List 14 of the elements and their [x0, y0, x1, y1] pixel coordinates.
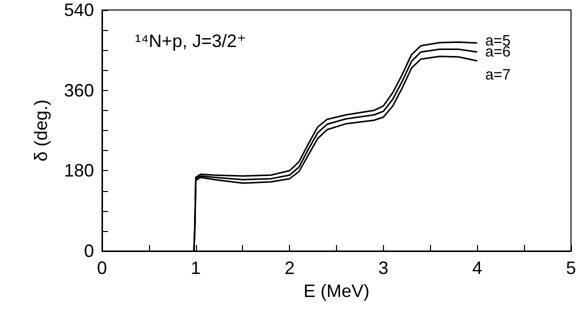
- y-tick-label: 540: [64, 0, 94, 20]
- series-label: a=7: [485, 66, 511, 84]
- y-tick-label: 180: [64, 160, 94, 181]
- x-axis-title: E (MeV): [303, 280, 370, 301]
- x-tick-label: 4: [472, 258, 482, 278]
- x-tick-label: 2: [284, 258, 295, 278]
- y-tick-label: 360: [64, 80, 94, 100]
- x-tick-label: 1: [190, 258, 201, 278]
- y-tick-label: 0: [84, 241, 94, 261]
- y-axis-title: δ (deg.): [31, 99, 51, 162]
- annotation: ¹⁴N+p, J=3/2⁺: [135, 31, 246, 51]
- x-tick-label: 5: [566, 258, 576, 278]
- x-tick-label: 3: [378, 258, 388, 278]
- x-tick-label: 0: [96, 258, 108, 278]
